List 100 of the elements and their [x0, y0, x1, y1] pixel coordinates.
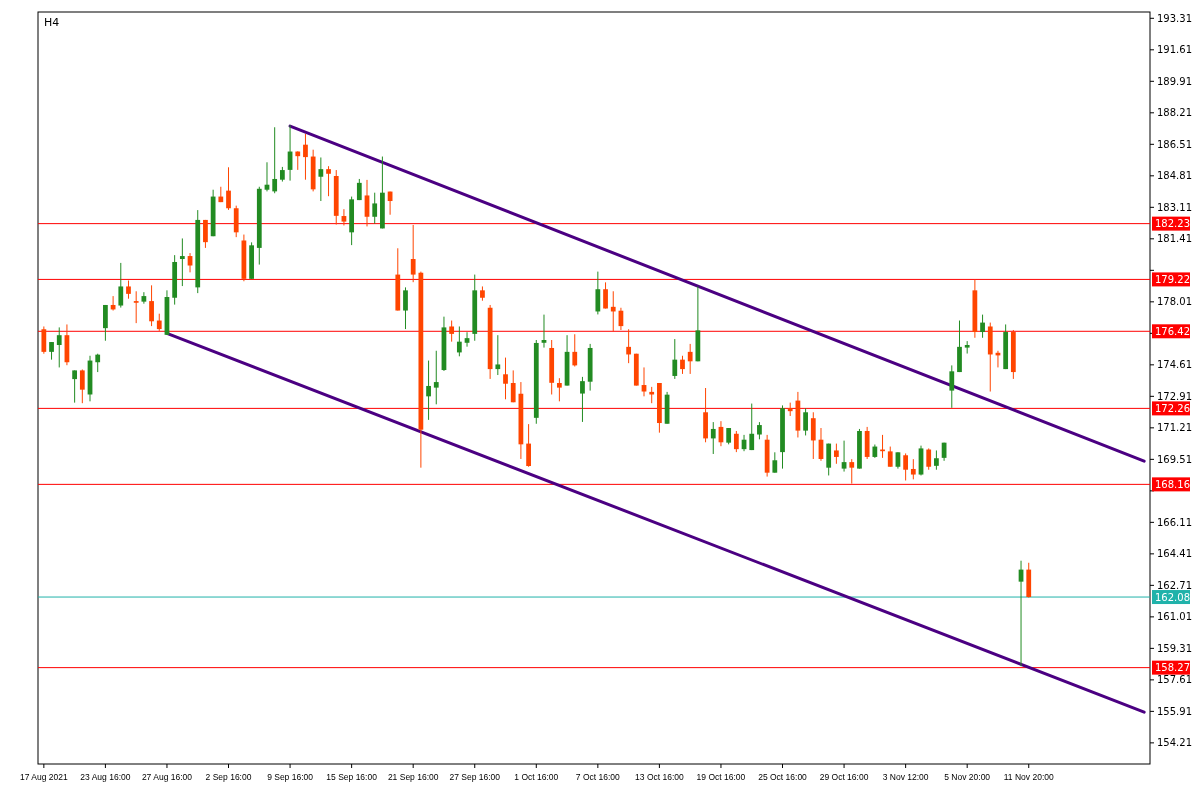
y-tick-label: 193.31: [1157, 12, 1192, 24]
candlestick: [503, 357, 508, 400]
x-tick-label: 7 Oct 16:00: [575, 772, 621, 782]
x-tick-label: 29 Oct 16:00: [819, 772, 869, 782]
candlestick: [687, 343, 693, 375]
candlestick: [226, 166, 231, 211]
x-tick-label: 2 Sep 16:00: [205, 772, 252, 782]
candlestick: [203, 219, 208, 249]
candlestick: [710, 421, 716, 455]
candlestick: [749, 403, 755, 451]
candlestick: [126, 280, 131, 300]
y-tick-label: 159.31: [1157, 642, 1192, 654]
candlestick: [133, 290, 139, 324]
candlestick: [803, 407, 808, 436]
candlestick: [495, 334, 501, 376]
candlestick: [179, 237, 185, 287]
candlestick: [641, 366, 647, 397]
candlestick: [56, 326, 62, 368]
candlestick: [103, 304, 108, 342]
candlestick: [464, 331, 470, 348]
candlestick: [887, 446, 893, 468]
ref-line-label: 176.42: [1155, 325, 1190, 337]
candlestick: [272, 126, 278, 194]
candlestick: [903, 452, 909, 481]
y-tick-label: 155.91: [1157, 705, 1192, 717]
x-tick-label: 1 Oct 16:00: [514, 772, 559, 782]
candlestick: [510, 369, 516, 403]
candlestick: [326, 165, 331, 197]
candlestick: [680, 355, 685, 375]
candlestick: [849, 458, 855, 485]
ref-line-label: 182.23: [1155, 218, 1190, 230]
candlestick: [626, 328, 632, 364]
y-tick-label: 183.11: [1157, 201, 1192, 213]
x-tick-label: 27 Sep 16:00: [449, 772, 501, 782]
candlestick: [672, 338, 678, 380]
x-tick-label: 21 Sep 16:00: [387, 772, 439, 782]
candlestick: [426, 360, 431, 421]
y-tick-label: 184.81: [1157, 170, 1192, 182]
candlestick: [318, 156, 324, 202]
y-tick-label: 164.41: [1157, 548, 1192, 560]
candlestick: [580, 376, 585, 423]
y-tick-label: 157.61: [1157, 674, 1192, 686]
ref-line-label: 158.27: [1155, 662, 1190, 674]
candlestick: [610, 290, 616, 332]
candlestick: [303, 133, 308, 181]
y-tick-label: 172.91: [1157, 390, 1192, 402]
y-tick-label: 154.21: [1157, 737, 1192, 749]
candlestick: [733, 430, 739, 453]
candlestick: [410, 224, 416, 283]
candlestick: [41, 325, 47, 355]
ref-line-label: 168.16: [1155, 478, 1190, 490]
y-tick-label: 169.51: [1157, 453, 1192, 465]
candlestick: [456, 325, 462, 357]
candlestick: [949, 364, 955, 409]
candlestick: [833, 443, 839, 465]
candlestick: [934, 449, 939, 471]
candlestick: [372, 192, 378, 225]
candlestick: [118, 262, 124, 309]
candlestick: [926, 447, 932, 471]
x-tick-label: 17 Aug 2021: [19, 772, 68, 782]
y-tick-label: 161.01: [1157, 611, 1192, 623]
x-tick-label: 19 Oct 16:00: [696, 772, 746, 782]
y-tick-label: 162.71: [1157, 579, 1192, 591]
y-tick-label: 186.51: [1157, 138, 1192, 150]
candlestick: [841, 440, 847, 473]
candlestick: [595, 271, 601, 315]
ref-line-label: 179.22: [1155, 273, 1190, 285]
y-tick-label: 191.61: [1157, 44, 1192, 56]
y-tick-label: 178.01: [1157, 296, 1192, 308]
candlestick: [433, 350, 439, 405]
y-tick-label: 188.21: [1157, 107, 1192, 119]
x-tick-label: 9 Sep 16:00: [267, 772, 314, 782]
candlestick: [79, 368, 85, 404]
candlestick: [72, 369, 78, 404]
candlestick: [295, 150, 301, 171]
y-tick-label: 189.91: [1157, 75, 1192, 87]
candlestick: [526, 423, 531, 468]
x-tick-label: 11 Nov 20:00: [1003, 772, 1054, 782]
x-tick-label: 25 Oct 16:00: [758, 772, 808, 782]
y-tick-label: 166.11: [1157, 516, 1192, 528]
x-tick-label: 3 Nov 12:00: [882, 772, 929, 782]
candlestick: [810, 411, 816, 460]
candlestick: [980, 314, 985, 339]
chart-title: H4: [44, 16, 60, 29]
candlestick: [141, 291, 147, 305]
x-tick-label: 15 Sep 16:00: [326, 772, 378, 782]
y-tick-label: 174.61: [1157, 359, 1192, 371]
y-tick-label: 181.41: [1157, 233, 1192, 245]
x-tick-label: 27 Aug 16:00: [141, 772, 193, 782]
candlestick: [772, 451, 778, 474]
candlestick: [603, 281, 608, 309]
candlestick: [910, 458, 916, 480]
x-tick-label: 13 Oct 16:00: [635, 772, 685, 782]
x-tick-label: 5 Nov 20:00: [944, 772, 991, 782]
y-tick-label: 171.21: [1157, 422, 1192, 434]
candlestick: [449, 320, 455, 343]
candlestick: [95, 353, 101, 373]
candlestick: [541, 314, 547, 349]
x-tick-label: 23 Aug 16:00: [80, 772, 131, 782]
candlestick: [556, 377, 562, 402]
